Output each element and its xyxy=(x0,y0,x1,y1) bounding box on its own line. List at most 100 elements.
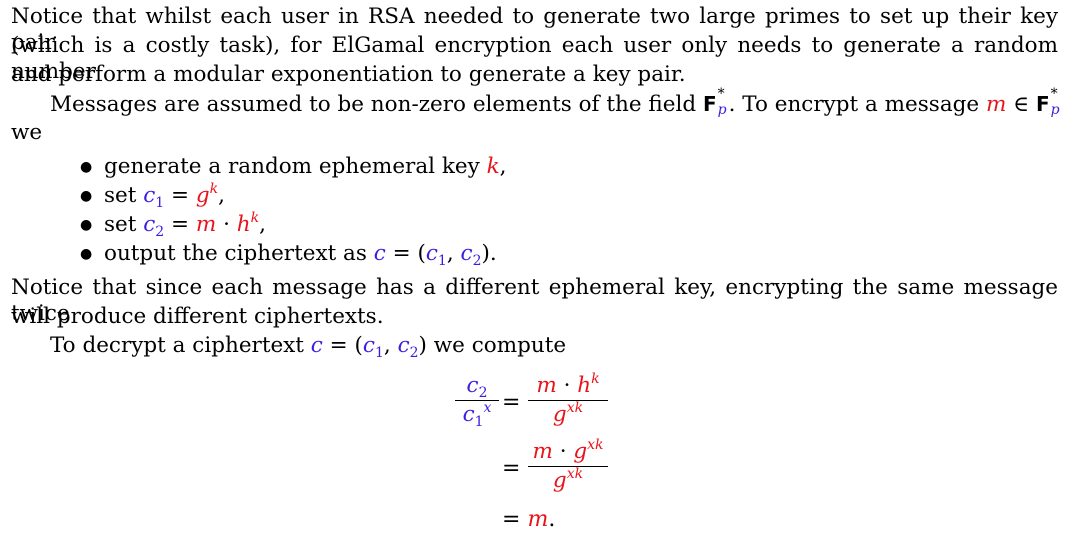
rhs1-denominator: gxk xyxy=(528,400,608,428)
para2-text-b: . To encrypt a message xyxy=(728,92,986,117)
b4-c1-sub: 1 xyxy=(437,253,447,269)
lhs-den-sup: x xyxy=(483,400,492,417)
bullet3-eq: = xyxy=(164,212,196,237)
bullet3-text: set xyxy=(104,212,144,237)
rhs2-fraction-bar xyxy=(528,466,608,468)
lhs-denominator: c1x xyxy=(455,400,499,431)
para4-c2: c2 xyxy=(397,333,419,361)
rhs2-num-m: m xyxy=(532,439,553,464)
para4-c1-sub: 1 xyxy=(374,345,384,361)
bullet-output-ciphertext: output the ciphertext as c = (c1, c2). xyxy=(80,241,497,269)
bullet-set-c1: set c1 = gk, xyxy=(80,181,225,210)
lhs-den-sub: 1 xyxy=(474,414,484,431)
rhs1-fraction: m · hk gxk xyxy=(528,371,608,428)
lhs-fraction-bar xyxy=(455,400,499,402)
bullet1-end: , xyxy=(499,154,507,179)
field-F-symbol-2: F xyxy=(1035,92,1050,116)
rhs1-num-dot: · xyxy=(556,373,578,398)
rhs2-denominator: gxk xyxy=(528,466,608,494)
bullet2-end: , xyxy=(218,183,225,208)
para4-c: c xyxy=(310,333,323,358)
para4-end: ) we compute xyxy=(418,333,567,358)
g-power-k: gk xyxy=(195,181,219,208)
bullet4-eq: = ( xyxy=(385,241,426,266)
rhs2-num-g: g xyxy=(573,439,588,464)
rhs2-den-g: g xyxy=(552,468,567,494)
para1-line3: and perform a modular exponentiation to … xyxy=(11,62,686,87)
c2-sub: 2 xyxy=(155,224,165,240)
bullet3-end: , xyxy=(259,212,266,237)
h-symbol: h xyxy=(236,212,251,237)
para3-line2: will produce different ciphertexts. xyxy=(11,304,384,329)
rhs2-num-sup: xk xyxy=(587,437,604,453)
field-p: p xyxy=(717,102,727,118)
k-exponent: k xyxy=(209,181,219,197)
bullet4-text: output the ciphertext as xyxy=(104,241,374,266)
equals-2: = xyxy=(502,456,521,481)
para4-c2-sub: 2 xyxy=(409,345,419,361)
bullet2-text: set xyxy=(104,183,144,208)
k-exponent-2: k xyxy=(250,210,260,226)
rhs1-num-sup: k xyxy=(591,371,600,387)
rhs2-numerator: m · gxk xyxy=(528,437,608,464)
rhs1-num-m: m xyxy=(536,373,557,398)
result-line: = m. xyxy=(502,507,555,532)
lhs-fraction: c2 c1x xyxy=(455,373,499,431)
bullet-set-c2: set c2 = m · hk, xyxy=(80,210,266,240)
ephemeral-key-k: k xyxy=(486,154,500,179)
field-p-2: p xyxy=(1050,102,1060,118)
para1-line1: Notice that whilst each user in RSA need… xyxy=(11,4,1058,55)
rhs2-den-sup: xk xyxy=(566,466,584,483)
b4-c1: c1 xyxy=(425,241,447,269)
c2-symbol: c2 xyxy=(143,212,165,240)
lhs-den-c: c xyxy=(462,402,475,428)
para3-line1: Notice that since each message has a dif… xyxy=(11,275,1058,326)
rhs1-numerator: m · hk xyxy=(528,371,608,398)
rhs1-den-g: g xyxy=(552,402,567,428)
bullet4-comma: , xyxy=(446,241,461,266)
para2-line2: we xyxy=(11,120,43,145)
b4-c2: c2 xyxy=(460,241,482,269)
bullet3-m: m xyxy=(195,212,217,237)
b4-c2-sub: 2 xyxy=(472,253,482,269)
bullet3-dot: · xyxy=(216,212,237,237)
c1-symbol: c1 xyxy=(143,183,164,210)
bullet1-text: generate a random ephemeral key xyxy=(104,154,487,179)
para4-c1: c1 xyxy=(362,333,384,361)
lhs-num-c: c xyxy=(466,373,479,398)
g-symbol: g xyxy=(195,183,210,208)
result-eq: = xyxy=(502,507,528,532)
field-F-symbol: F xyxy=(702,92,717,116)
bullet2-eq: = xyxy=(164,183,196,208)
element-of: ∈ xyxy=(1006,92,1036,117)
bullet4-end: ). xyxy=(481,241,497,266)
b4-c1-c: c xyxy=(425,241,438,266)
b4-c2-c: c xyxy=(460,241,473,266)
message-m: m xyxy=(985,92,1007,117)
para4-c1-c: c xyxy=(362,333,375,358)
lhs-numerator: c2 xyxy=(455,373,499,401)
para1-line2: (which is a costly task), for ElGamal en… xyxy=(11,33,1058,84)
para4-comma: , xyxy=(383,333,398,358)
para4-text: To decrypt a ciphertext xyxy=(50,333,311,358)
result-m: m xyxy=(527,507,549,532)
lhs-num-sub: 2 xyxy=(478,385,488,401)
para4-line: To decrypt a ciphertext c = (c1, c2) we … xyxy=(50,333,567,361)
rhs1-num-h: h xyxy=(577,373,592,398)
rhs1-den-sup: xk xyxy=(566,400,584,417)
result-end: . xyxy=(548,507,556,532)
rhs2-num-dot: · xyxy=(552,439,574,464)
rhs2-fraction: m · gxk gxk xyxy=(528,437,608,494)
h-power-k: hk xyxy=(236,210,260,237)
bullet-generate-key: generate a random ephemeral key k, xyxy=(80,154,506,180)
para4-eq: = ( xyxy=(322,333,363,358)
field-star: * xyxy=(717,86,725,102)
c1-c: c xyxy=(143,183,156,208)
para4-c2-c: c xyxy=(397,333,410,358)
equals-1: = xyxy=(502,390,521,415)
field-star-2: * xyxy=(1050,86,1058,102)
rhs1-fraction-bar xyxy=(528,400,608,402)
para2-text-a: Messages are assumed to be non-zero elem… xyxy=(50,92,703,117)
ciphertext-c: c xyxy=(373,241,386,266)
c2-c: c xyxy=(143,212,156,237)
